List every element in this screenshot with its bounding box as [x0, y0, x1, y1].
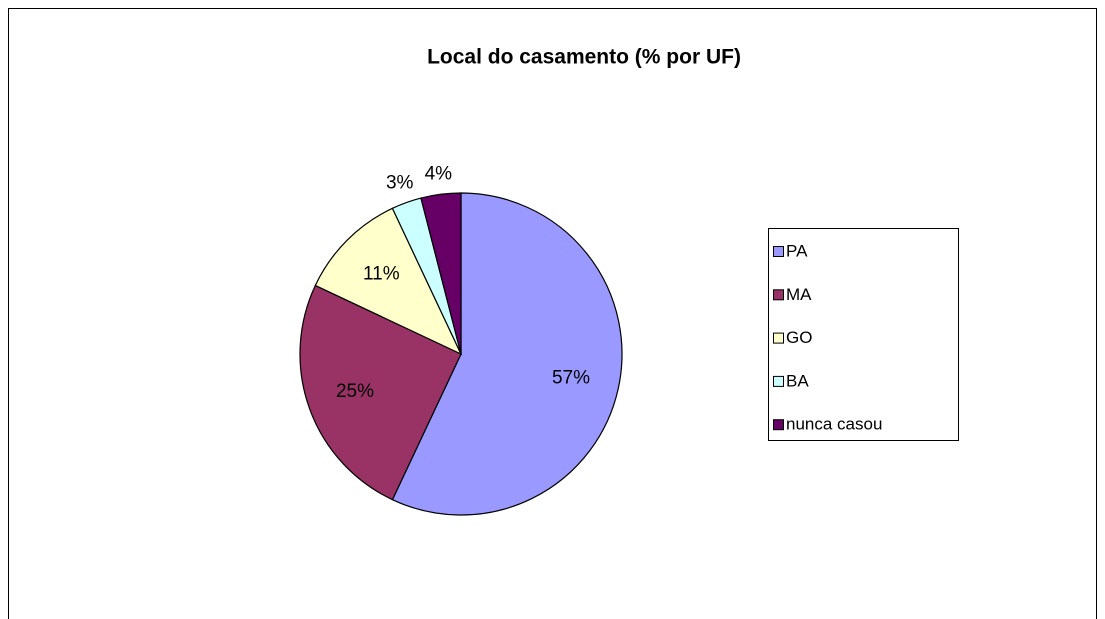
legend-label: GO [786, 328, 812, 347]
legend-swatch [773, 419, 784, 431]
legend-swatch [773, 289, 784, 301]
pie-slice [420, 192, 462, 355]
chart-title: Local do casamento (% por UF) [427, 46, 741, 69]
data-label: 4% [425, 163, 453, 184]
legend-label: PA [786, 241, 808, 260]
pie-slice [391, 192, 623, 516]
data-label: 57% [552, 368, 590, 389]
data-label: 25% [336, 381, 374, 402]
legend-label: MA [786, 285, 812, 304]
data-label: 3% [386, 173, 414, 194]
legend-label: nunca casou [786, 415, 882, 434]
legend-box [768, 228, 959, 441]
pie-slice [299, 284, 462, 501]
legend-label: BA [786, 371, 809, 390]
pie-slice [314, 207, 463, 356]
legend-swatch [773, 246, 784, 257]
legend-swatch [773, 332, 784, 344]
legend-swatch [773, 375, 784, 387]
data-label: 11% [363, 263, 400, 284]
